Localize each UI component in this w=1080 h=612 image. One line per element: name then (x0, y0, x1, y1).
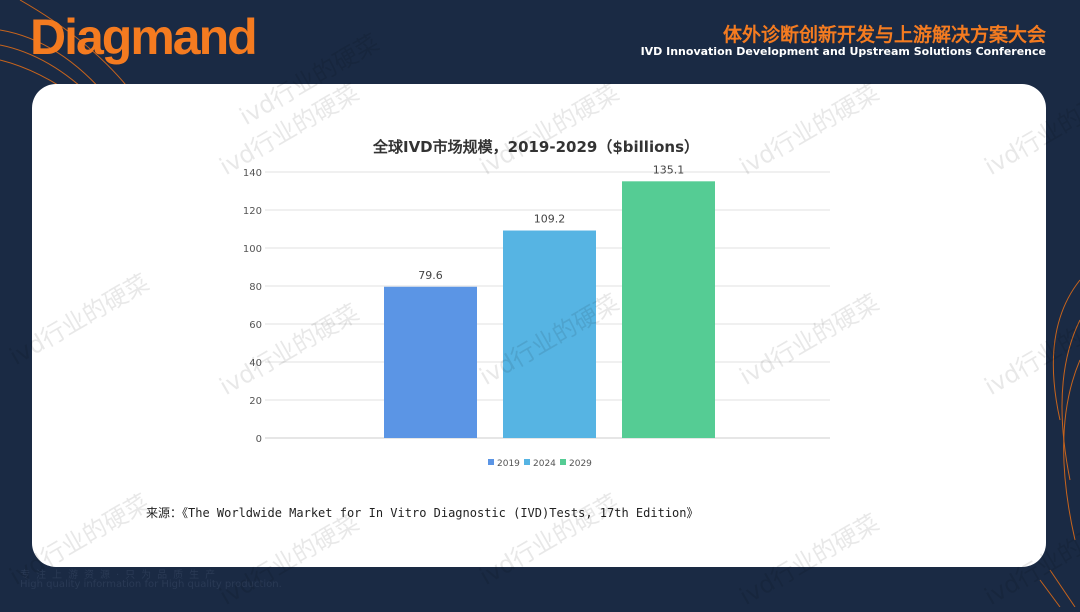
legend-label: 2019 (497, 459, 520, 469)
y-tick-label: 20 (249, 396, 262, 407)
legend-swatch (488, 459, 494, 465)
y-tick-label: 60 (249, 320, 262, 331)
diagmand-logo: Diagmand (30, 9, 258, 65)
data-label: 79.6 (418, 269, 443, 282)
bar-2029 (622, 181, 715, 438)
footer-slogan-en: High quality information for High qualit… (20, 579, 282, 590)
y-tick-label: 0 (256, 434, 262, 445)
conference-title-en: IVD Innovation Development and Upstream … (640, 45, 1046, 58)
source-citation: 来源：《The Worldwide Market for In Vitro Di… (146, 506, 699, 520)
legend-swatch (560, 459, 566, 465)
y-tick-label: 120 (243, 206, 262, 217)
legend-label: 2024 (533, 459, 556, 469)
legend-swatch (524, 459, 530, 465)
bar-2024 (503, 230, 596, 438)
y-tick-label: 80 (249, 282, 262, 293)
bar-2019 (384, 286, 477, 438)
data-label: 109.2 (534, 213, 566, 226)
footer-slogan-cn: 专注上游资源·只为品质生产 (20, 570, 222, 581)
chart-title: 全球IVD市场规模，2019-2029（$billions） (372, 138, 699, 156)
conference-title-cn: 体外诊断创新开发与上游解决方案大会 (722, 24, 1046, 46)
data-label: 135.1 (653, 163, 685, 176)
y-tick-label: 100 (243, 244, 262, 255)
y-tick-label: 40 (249, 358, 262, 369)
legend-label: 2029 (569, 459, 592, 469)
y-tick-label: 140 (243, 168, 262, 179)
